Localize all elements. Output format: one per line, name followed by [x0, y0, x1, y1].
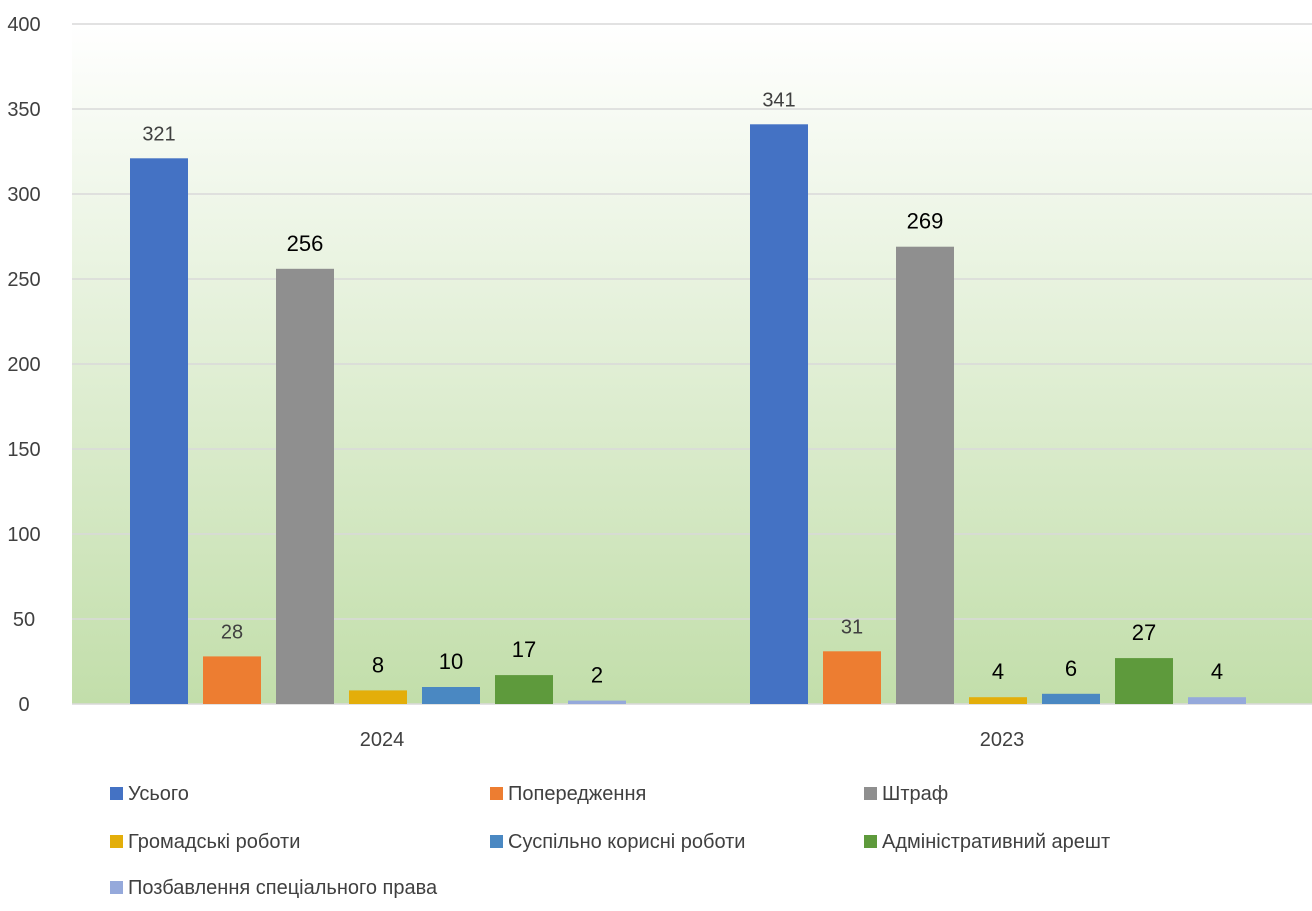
data-label: 10 [439, 649, 463, 674]
legend-label: Адміністративний арешт [882, 831, 1110, 853]
bar [495, 675, 553, 704]
legend-label: Громадські роботи [128, 831, 300, 853]
data-label: 31 [841, 616, 863, 638]
legend-item: Усього [110, 783, 189, 805]
data-label: 341 [762, 89, 795, 111]
bar [203, 656, 261, 704]
y-tick-label: 200 [7, 354, 40, 376]
bar [823, 651, 881, 704]
bar [349, 690, 407, 704]
x-category-label: 2023 [980, 729, 1025, 751]
data-label: 269 [907, 209, 944, 234]
data-labels: 321 28 256 8 10 17 2 341 31 269 4 6 27 4 [142, 89, 1223, 687]
legend-label: Усього [128, 783, 189, 805]
bar [276, 268, 334, 704]
y-tick-label: 350 [7, 99, 40, 121]
legend-label: Попередження [508, 783, 646, 805]
data-label: 2 [591, 663, 603, 688]
bar [1188, 697, 1246, 704]
legend-item: Громадські роботи [110, 831, 300, 853]
x-axis-categories: 2024 2023 [360, 729, 1025, 751]
data-label: 256 [287, 231, 324, 256]
data-label: 27 [1132, 620, 1156, 645]
bar [568, 700, 626, 704]
legend-swatch [864, 787, 877, 800]
legend-swatch [110, 835, 123, 848]
y-axis-ticks: 0 50 100 150 200 250 300 350 400 [7, 14, 40, 716]
legend-swatch [490, 835, 503, 848]
data-label: 4 [992, 659, 1004, 684]
bars [130, 124, 1246, 705]
y-tick-label: 300 [7, 184, 40, 206]
legend-item: Адміністративний арешт [864, 831, 1110, 853]
y-tick-label: 50 [13, 609, 35, 631]
legend-swatch [490, 787, 503, 800]
data-label: 17 [512, 637, 536, 662]
legend-label: Штраф [882, 783, 948, 805]
legend-label: Позбавлення спеціального права [128, 877, 438, 899]
bar [896, 246, 954, 704]
legend-swatch [110, 881, 123, 894]
y-tick-label: 250 [7, 269, 40, 291]
data-label: 6 [1065, 656, 1077, 681]
data-label: 28 [221, 621, 243, 643]
y-tick-label: 100 [7, 524, 40, 546]
legend-item: Позбавлення спеціального права [110, 877, 438, 899]
bar [750, 124, 808, 705]
x-category-label: 2024 [360, 729, 405, 751]
bar [422, 687, 480, 704]
y-tick-label: 400 [7, 14, 40, 36]
legend: Усього Попередження Штраф Громадські роботи… [110, 783, 1110, 899]
bar [969, 697, 1027, 704]
data-label: 8 [372, 652, 384, 677]
bar [1115, 658, 1173, 704]
legend-item: Попередження [490, 783, 646, 805]
legend-item: Штраф [864, 783, 948, 805]
bar [130, 158, 188, 705]
legend-item: Суспільно корисні роботи [490, 831, 745, 853]
legend-swatch [864, 835, 877, 848]
data-label: 4 [1211, 659, 1223, 684]
legend-swatch [110, 787, 123, 800]
bar [1042, 693, 1100, 704]
data-label: 321 [142, 123, 175, 145]
y-tick-label: 0 [18, 694, 29, 716]
legend-label: Суспільно корисні роботи [508, 831, 745, 853]
y-tick-label: 150 [7, 439, 40, 461]
